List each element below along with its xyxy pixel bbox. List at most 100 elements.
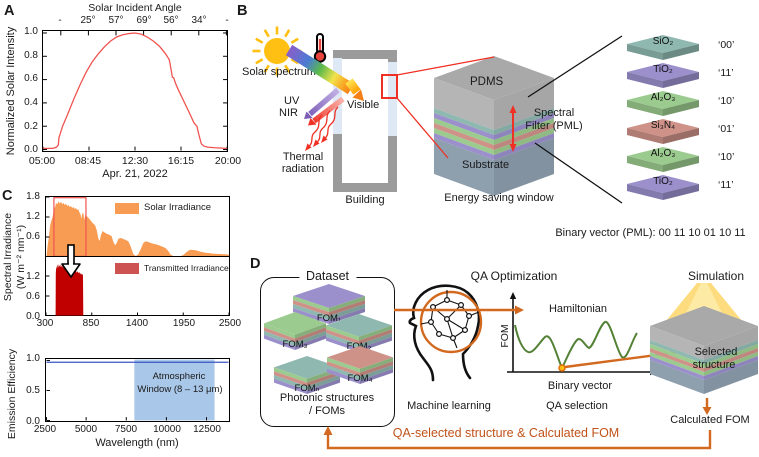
pml-layer-material: Si₃N₄	[650, 120, 676, 131]
substrate-label: Substrate	[462, 159, 510, 171]
a-top-tick: 56°	[163, 15, 179, 26]
fom-block-label: FOM₃	[282, 339, 308, 350]
transmitted-irradiance-legend-swatch	[115, 263, 139, 274]
c-emission-plot	[45, 358, 230, 422]
pdms-label: PDMS	[470, 76, 504, 88]
pml-layer-bit: ‘10’	[718, 95, 735, 107]
a-top-tick: 34°	[191, 15, 207, 26]
pml-layer-tile-icon	[627, 35, 699, 60]
a-x-tick: 08:45	[74, 155, 102, 167]
a-x-tick: 12:30	[121, 155, 149, 167]
c-irr-y-tick: 1.2	[26, 271, 40, 282]
a-y-tick: 1.0	[24, 26, 38, 37]
global-minimum-dot	[558, 364, 566, 372]
c-irr-x-tick: 300	[36, 318, 54, 329]
fom-block-label: FOM₄	[347, 373, 373, 384]
machine-learning-label: Machine learning	[407, 400, 491, 412]
dataset-caption-line1: Photonic structures	[279, 392, 375, 404]
atmospheric-window-label-line2: Window (8 – 13 μm)	[137, 384, 223, 395]
dataset-caption-line2: / FOMs	[308, 405, 346, 417]
panel-a-label: A	[4, 3, 15, 19]
simulation-title: Simulation	[687, 269, 745, 283]
fom-block-label: FOMₙ	[294, 383, 320, 394]
c-emission-y-tick: 1.0	[26, 353, 40, 364]
pml-layer-bit: ‘01’	[718, 123, 735, 135]
pml-layer-material: TiO₂	[653, 176, 673, 187]
a-solar-intensity-curve	[42, 31, 228, 151]
calculated-fom-label: Calculated FOM	[670, 414, 750, 426]
thermal-radiation-label-line2: radiation	[281, 163, 325, 175]
c-irr-y-tick: 1.8	[26, 191, 40, 202]
pml-layer-tile: TiO₂	[627, 63, 699, 89]
c-emission-efficiency-chart	[46, 359, 229, 421]
c-emission-y-tick: 0.0	[26, 416, 40, 427]
photonic-structure-block-icon	[293, 284, 365, 324]
building-window-right	[388, 62, 397, 136]
thermal-radiation-arrowheads	[305, 135, 328, 151]
energy-saving-window-caption: Energy saving window	[444, 192, 554, 204]
a-top-tick: 25°	[80, 15, 96, 26]
dataset-title: Dataset	[298, 269, 357, 283]
pml-layer-material: Al₂O₃	[650, 92, 676, 103]
building-window-left	[333, 58, 342, 134]
pml-layer-tile-icon	[627, 147, 699, 172]
photonic-structure-block-icon	[327, 346, 393, 384]
a-y-tick: 0.2	[24, 121, 38, 132]
transmission-down-arrow-icon	[61, 244, 81, 278]
c-emission-x-tick: 10000	[153, 424, 181, 435]
c-x-axis-title: Wavelength (nm)	[95, 437, 179, 449]
binary-vector-label: Binary vector (PML): 00 11 10 01 10 11	[555, 227, 746, 239]
a-top-tick: -	[225, 15, 229, 26]
a-top-tick: 57°	[108, 15, 124, 26]
c-irr-y-tick: 1.2	[26, 211, 40, 222]
hamiltonian-label: Hamiltonian	[548, 303, 608, 315]
pml-layer-tile-icon	[627, 91, 699, 116]
thermal-radiation-label-line1: Thermal	[282, 151, 324, 163]
c-irr-x-tick: 1400	[125, 318, 149, 329]
qa-optimization-title: QA Optimization	[470, 269, 558, 283]
fom-block-label: FOM₁	[316, 313, 342, 324]
pml-layer-material: TiO₂	[653, 64, 673, 75]
a-top-axis-title: Solar Incident Angle	[88, 2, 182, 14]
pml-layer-tile: Si₃N₄	[627, 119, 699, 145]
a-y-tick: 0.4	[24, 97, 38, 108]
feedback-loop-label: QA-selected structure & Calculated FOM	[392, 426, 620, 440]
photonic-structure-block-icon	[264, 312, 326, 350]
a-top-tick: 69°	[136, 15, 152, 26]
pml-layer-bit: ‘10’	[718, 151, 735, 163]
a-x-tick: 16:15	[167, 155, 195, 167]
nir-label: NIR	[279, 107, 298, 119]
pml-layer-bit: ‘11’	[718, 179, 734, 191]
panel-c-label: C	[2, 188, 13, 204]
pml-layer-tile-icon	[627, 175, 699, 200]
spectral-filter-label-line2: Filter (PML)	[525, 120, 583, 132]
solar-spectrum-label: Solar spectrum	[242, 66, 316, 78]
a-y-tick: 0.0	[24, 144, 38, 155]
a-y-axis-title: Normalized Solar Intensity	[5, 26, 17, 156]
visible-label: Visible	[347, 99, 380, 111]
c-emission-x-tick: 5000	[74, 424, 98, 435]
panel-b-label: B	[237, 3, 248, 19]
c-irr-x-tick: 850	[82, 318, 100, 329]
c-plot-divider	[46, 255, 229, 257]
a-top-tick: -	[58, 15, 62, 26]
c-emission-x-tick: 2500	[33, 424, 57, 435]
atmospheric-window-label-line1: Atmospheric	[152, 371, 206, 382]
c-emission-y-axis-title: Emission Efficiency	[6, 348, 18, 440]
fom-block-1: FOM₁	[293, 284, 365, 324]
c-emission-x-tick: 7500	[114, 424, 138, 435]
a-y-tick: 0.8	[24, 50, 38, 61]
pml-layer-tile: SiO₂	[627, 35, 699, 61]
a-x-tick: 05:00	[28, 155, 56, 167]
c-irr-y-tick: 0.6	[26, 291, 40, 302]
c-transmitted-irradiance-area	[45, 264, 230, 316]
c-irr-x-tick: 2500	[218, 318, 242, 329]
a-y-tick: 0.6	[24, 73, 38, 84]
pml-layer-material: SiO₂	[652, 36, 674, 47]
pml-layer-tile-icon	[627, 63, 699, 88]
spectral-filter-label-line1: Spectral	[533, 107, 575, 119]
pml-layer-tile: TiO₂	[627, 175, 699, 201]
selected-structure-cube	[650, 306, 758, 394]
pml-layer-bit: ‘11’	[718, 67, 734, 79]
